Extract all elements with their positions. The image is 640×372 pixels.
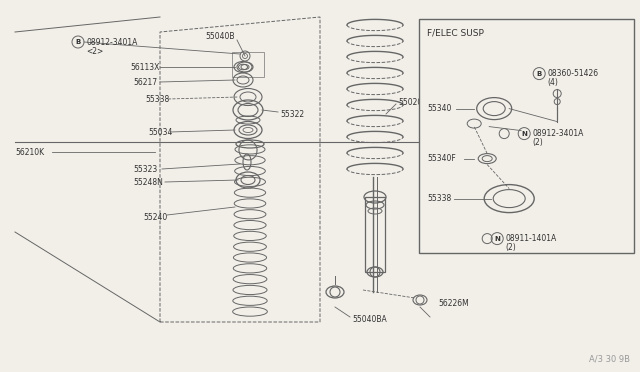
- Text: B: B: [536, 71, 542, 77]
- Text: 56217: 56217: [133, 77, 157, 87]
- Text: F/ELEC SUSP: F/ELEC SUSP: [428, 29, 484, 38]
- Text: A/3 30 9B: A/3 30 9B: [589, 355, 630, 364]
- Text: 55338: 55338: [145, 94, 169, 103]
- Text: 55340: 55340: [428, 104, 452, 113]
- Text: 55340F: 55340F: [428, 154, 456, 163]
- Text: 55338: 55338: [428, 194, 451, 203]
- Text: (2): (2): [505, 243, 516, 252]
- Text: <2>: <2>: [86, 46, 103, 55]
- Text: B: B: [76, 39, 81, 45]
- Text: 55034: 55034: [148, 128, 172, 137]
- Text: N: N: [521, 131, 527, 137]
- Text: (2): (2): [532, 138, 543, 147]
- Text: 08912-3401A: 08912-3401A: [532, 129, 584, 138]
- Text: 56113X: 56113X: [130, 62, 159, 71]
- Text: 08912-3401A: 08912-3401A: [86, 38, 138, 46]
- Text: 55020M: 55020M: [398, 97, 429, 106]
- Text: 08360-51426: 08360-51426: [547, 69, 598, 78]
- Text: (4): (4): [547, 78, 558, 87]
- Text: 55040BA: 55040BA: [352, 314, 387, 324]
- Text: 55248N: 55248N: [133, 177, 163, 186]
- Text: 55040B: 55040B: [205, 32, 234, 41]
- Text: 55323: 55323: [133, 164, 157, 173]
- Text: 56210K: 56210K: [15, 148, 44, 157]
- Bar: [419, 19, 634, 253]
- Bar: [365, 197, 385, 272]
- Text: N: N: [494, 235, 500, 241]
- Text: 56226M: 56226M: [438, 299, 468, 308]
- Text: 55322: 55322: [280, 109, 304, 119]
- Text: 08911-1401A: 08911-1401A: [505, 234, 556, 243]
- Bar: [232, 52, 264, 77]
- Text: 55240: 55240: [143, 212, 167, 221]
